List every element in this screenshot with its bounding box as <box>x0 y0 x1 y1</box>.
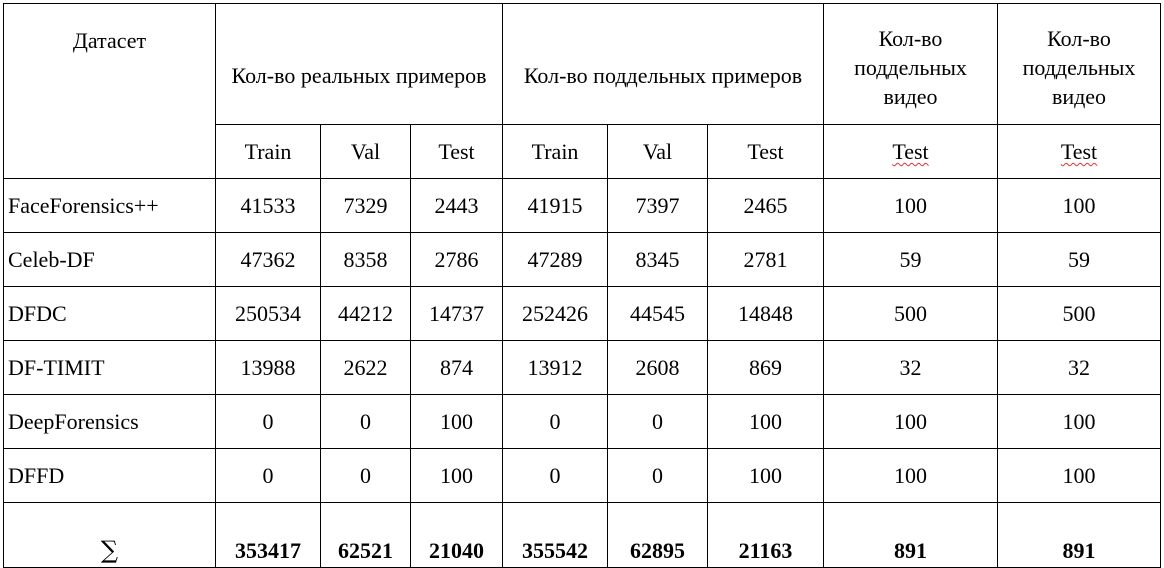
subheader-cell: Train <box>502 124 608 179</box>
total-cell: 891 <box>997 502 1161 568</box>
header-row: Датасет Кол-во реальных примеров Кол-во … <box>3 3 1161 179</box>
value-cell: 32 <box>823 340 998 395</box>
total-cell: 21163 <box>707 502 824 568</box>
total-cell: 891 <box>823 502 998 568</box>
table-row: FaceForensics++ 41533 7329 2443 41915 73… <box>3 178 1161 233</box>
value-cell: 2786 <box>410 232 503 287</box>
value-cell: 32 <box>997 340 1161 395</box>
value-cell: 100 <box>997 448 1161 503</box>
value-cell: 44212 <box>320 286 411 341</box>
value-cell: 8358 <box>320 232 411 287</box>
value-cell: 2622 <box>320 340 411 395</box>
value-cell: 100 <box>823 394 998 449</box>
fake-examples-header: Кол-во поддельных примеров <box>502 3 824 125</box>
value-cell: 13912 <box>502 340 608 395</box>
table-row: DFDC 250534 44212 14737 252426 44545 148… <box>3 286 1161 341</box>
value-cell: 2608 <box>607 340 708 395</box>
table-row: DeepForensics 0 0 100 0 0 100 100 100 <box>3 394 1161 449</box>
value-cell: 47289 <box>502 232 608 287</box>
value-cell: 100 <box>707 394 824 449</box>
value-cell: 100 <box>410 394 503 449</box>
sigma-symbol: ∑ <box>100 536 119 564</box>
dataset-name: DFDC <box>3 286 216 341</box>
value-cell: 41915 <box>502 178 608 233</box>
spellcheck-text: Test <box>1060 139 1098 164</box>
value-cell: 44545 <box>607 286 708 341</box>
value-cell: 252426 <box>502 286 608 341</box>
dataset-name: DF-TIMIT <box>3 340 216 395</box>
value-cell: 0 <box>502 448 608 503</box>
dataset-name: FaceForensics++ <box>3 178 216 233</box>
value-cell: 0 <box>607 394 708 449</box>
dataset-name: DFFD <box>3 448 216 503</box>
value-cell: 41533 <box>215 178 321 233</box>
value-cell: 0 <box>607 448 708 503</box>
subheader-cell: Test <box>707 124 824 179</box>
subheader-cell: Test <box>410 124 503 179</box>
dataset-table: Датасет Кол-во реальных примеров Кол-во … <box>3 3 1161 568</box>
value-cell: 0 <box>320 394 411 449</box>
value-cell: 500 <box>823 286 998 341</box>
table-row: Celeb-DF 47362 8358 2786 47289 8345 2781… <box>3 232 1161 287</box>
value-cell: 100 <box>823 178 998 233</box>
value-cell: 2465 <box>707 178 824 233</box>
total-cell: 62895 <box>607 502 708 568</box>
value-cell: 500 <box>997 286 1161 341</box>
sum-symbol: ∑ <box>3 502 216 568</box>
value-cell: 100 <box>823 448 998 503</box>
total-cell: 62521 <box>320 502 411 568</box>
value-cell: 0 <box>320 448 411 503</box>
value-cell: 14737 <box>410 286 503 341</box>
value-cell: 100 <box>997 394 1161 449</box>
real-examples-header: Кол-во реальных примеров <box>215 3 503 125</box>
value-cell: 2781 <box>707 232 824 287</box>
value-cell: 100 <box>410 448 503 503</box>
fake-video-header-2: Кол-во поддельных видео <box>997 3 1161 125</box>
value-cell: 874 <box>410 340 503 395</box>
value-cell: 0 <box>215 394 321 449</box>
dataset-name: Celeb-DF <box>3 232 216 287</box>
subheader-cell: Train <box>215 124 321 179</box>
value-cell: 100 <box>707 448 824 503</box>
value-cell: 869 <box>707 340 824 395</box>
totals-row: ∑ 353417 62521 21040 355542 62895 21163 … <box>3 502 1161 568</box>
subheader-cell: Val <box>320 124 411 179</box>
value-cell: 7397 <box>607 178 708 233</box>
value-cell: 47362 <box>215 232 321 287</box>
subheader-cell: Test <box>823 124 998 179</box>
table-row: DF-TIMIT 13988 2622 874 13912 2608 869 3… <box>3 340 1161 395</box>
value-cell: 59 <box>823 232 998 287</box>
value-cell: 59 <box>997 232 1161 287</box>
value-cell: 13988 <box>215 340 321 395</box>
value-cell: 100 <box>997 178 1161 233</box>
value-cell: 250534 <box>215 286 321 341</box>
total-cell: 355542 <box>502 502 608 568</box>
total-cell: 21040 <box>410 502 503 568</box>
table-row: DFFD 0 0 100 0 0 100 100 100 <box>3 448 1161 503</box>
value-cell: 14848 <box>707 286 824 341</box>
value-cell: 7329 <box>320 178 411 233</box>
total-cell: 353417 <box>215 502 321 568</box>
subheader-cell: Test <box>997 124 1161 179</box>
value-cell: 8345 <box>607 232 708 287</box>
dataset-header: Датасет <box>3 3 216 179</box>
dataset-name: DeepForensics <box>3 394 216 449</box>
fake-video-header-1: Кол-во поддельных видео <box>823 3 998 125</box>
value-cell: 0 <box>215 448 321 503</box>
subheader-cell: Val <box>607 124 708 179</box>
spellcheck-text: Test <box>892 139 929 164</box>
value-cell: 2443 <box>410 178 503 233</box>
value-cell: 0 <box>502 394 608 449</box>
